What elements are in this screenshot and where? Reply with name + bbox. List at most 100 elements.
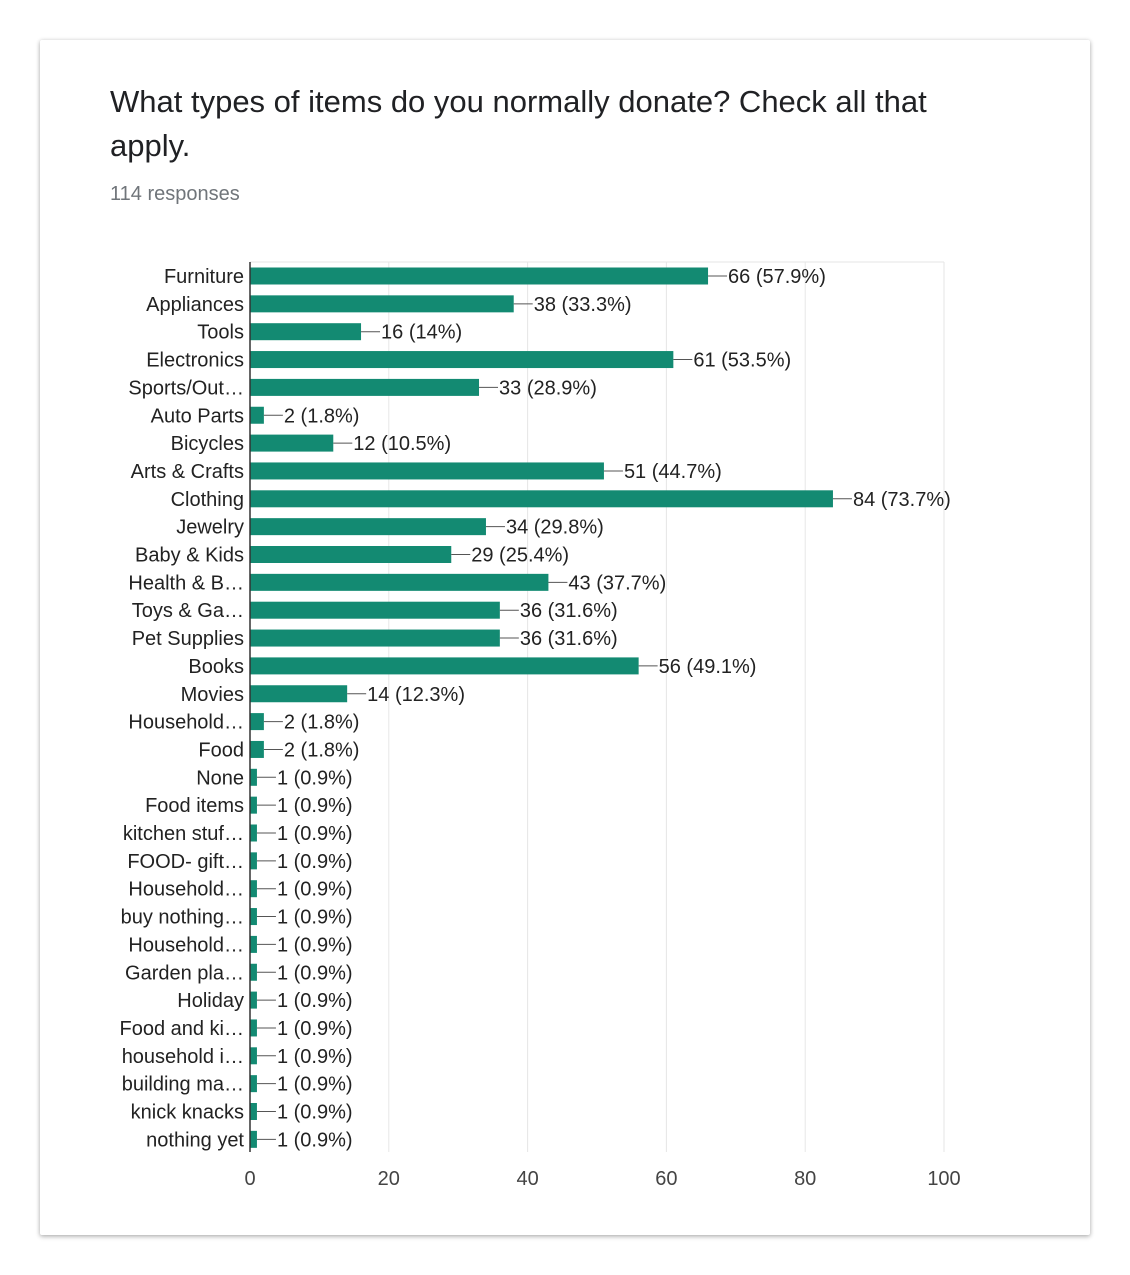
x-tick-label: 60 xyxy=(655,1168,677,1190)
category-label: Household… xyxy=(128,934,244,956)
category-label: Household… xyxy=(128,879,244,901)
category-label: Baby & Kids xyxy=(135,545,244,567)
data-label: 1 (0.9%) xyxy=(277,1074,353,1096)
bar xyxy=(250,768,257,786)
bars xyxy=(250,267,833,1148)
data-label: 2 (1.8%) xyxy=(284,712,360,734)
bar xyxy=(250,991,257,1009)
bar xyxy=(250,518,486,536)
data-label: 29 (25.4%) xyxy=(471,545,569,567)
bar xyxy=(250,323,362,341)
bar xyxy=(250,880,257,898)
bar xyxy=(250,740,264,758)
bar xyxy=(250,629,500,647)
bar xyxy=(250,657,639,675)
data-label: 1 (0.9%) xyxy=(277,990,353,1012)
bar xyxy=(250,1103,257,1120)
data-label: 14 (12.3%) xyxy=(367,684,465,706)
category-label: Electronics xyxy=(146,350,244,372)
category-label: Food xyxy=(198,739,244,761)
bar xyxy=(250,1019,257,1037)
data-label: 1 (0.9%) xyxy=(277,1129,353,1151)
category-label: Food items xyxy=(145,795,244,817)
data-label: 1 (0.9%) xyxy=(277,907,353,929)
bar xyxy=(250,601,500,619)
data-label: 38 (33.3%) xyxy=(534,294,632,316)
category-label: Pet Supplies xyxy=(132,628,244,650)
bar xyxy=(250,852,257,870)
x-tick-label: 80 xyxy=(794,1168,816,1190)
category-label: Bicycles xyxy=(171,433,244,455)
category-label: None xyxy=(196,767,244,789)
data-label: 61 (53.5%) xyxy=(693,350,791,372)
category-label: nothing yet xyxy=(146,1129,244,1151)
data-label: 1 (0.9%) xyxy=(277,879,353,901)
category-label: Auto Parts xyxy=(151,405,244,427)
labels: 66 (57.9%) Furniture 38 (33.3%) Appliances 1… xyxy=(119,266,950,1151)
category-label: Arts & Crafts xyxy=(131,461,244,483)
category-label: Toys & Ga… xyxy=(132,600,244,622)
data-label: 33 (28.9%) xyxy=(499,377,597,399)
x-tick-label: 20 xyxy=(378,1168,400,1190)
category-label: Clothing xyxy=(171,489,244,511)
category-label: Books xyxy=(188,656,244,678)
category-label: building ma… xyxy=(122,1074,244,1096)
bar xyxy=(250,295,514,313)
bar xyxy=(250,378,480,396)
data-label: 36 (31.6%) xyxy=(520,628,618,650)
bar xyxy=(250,796,257,814)
bar xyxy=(250,963,257,981)
data-label: 43 (37.7%) xyxy=(568,572,666,594)
data-label: 1 (0.9%) xyxy=(277,851,353,873)
response-count: 114 responses xyxy=(110,183,240,205)
data-label: 1 (0.9%) xyxy=(277,1018,353,1040)
x-tick-label: 100 xyxy=(927,1168,960,1190)
data-label: 1 (0.9%) xyxy=(277,767,353,789)
data-label: 51 (44.7%) xyxy=(624,461,722,483)
data-label: 2 (1.8%) xyxy=(284,405,360,427)
data-label: 2 (1.8%) xyxy=(284,739,360,761)
chart-card: What types of items do you normally dona… xyxy=(40,40,1090,1235)
bar xyxy=(250,824,257,842)
data-label: 1 (0.9%) xyxy=(277,795,353,817)
x-tick-label: 0 xyxy=(244,1168,255,1190)
category-label: Furniture xyxy=(164,266,244,288)
category-label: Tools xyxy=(197,322,244,344)
data-label: 12 (10.5%) xyxy=(353,433,451,455)
bar xyxy=(250,573,549,591)
x-tick-label: 40 xyxy=(516,1168,538,1190)
data-label: 66 (57.9%) xyxy=(728,266,826,288)
category-label: kitchen stuf… xyxy=(123,823,244,845)
category-label: Food and ki… xyxy=(119,1018,244,1040)
bar xyxy=(250,546,452,563)
data-label: 1 (0.9%) xyxy=(277,962,353,984)
category-label: Garden pla… xyxy=(125,962,244,984)
data-label: 16 (14%) xyxy=(381,322,462,344)
bar xyxy=(250,1075,257,1093)
category-label: FOOD- gift… xyxy=(127,851,244,873)
data-label: 56 (49.1%) xyxy=(659,656,757,678)
bar xyxy=(250,908,257,926)
bar xyxy=(250,267,709,285)
category-label: Health & B… xyxy=(128,572,244,594)
category-label: Movies xyxy=(181,684,244,706)
bar xyxy=(250,713,264,731)
category-label: knick knacks xyxy=(131,1102,244,1124)
data-label: 34 (29.8%) xyxy=(506,517,604,539)
category-label: Sports/Out… xyxy=(128,377,244,399)
bar xyxy=(250,1130,257,1148)
data-label: 84 (73.7%) xyxy=(853,489,951,511)
category-label: Appliances xyxy=(146,294,244,316)
data-label: 1 (0.9%) xyxy=(277,934,353,956)
data-label: 1 (0.9%) xyxy=(277,1046,353,1068)
bar xyxy=(250,1047,257,1065)
category-label: Jewelry xyxy=(176,517,244,539)
category-label: household i… xyxy=(122,1046,244,1068)
question-title: What types of items do you normally dona… xyxy=(110,84,927,163)
bar xyxy=(250,462,604,480)
data-label: 1 (0.9%) xyxy=(277,823,353,845)
data-label: 36 (31.6%) xyxy=(520,600,618,622)
bar xyxy=(250,351,674,369)
category-label: Holiday xyxy=(177,990,244,1012)
